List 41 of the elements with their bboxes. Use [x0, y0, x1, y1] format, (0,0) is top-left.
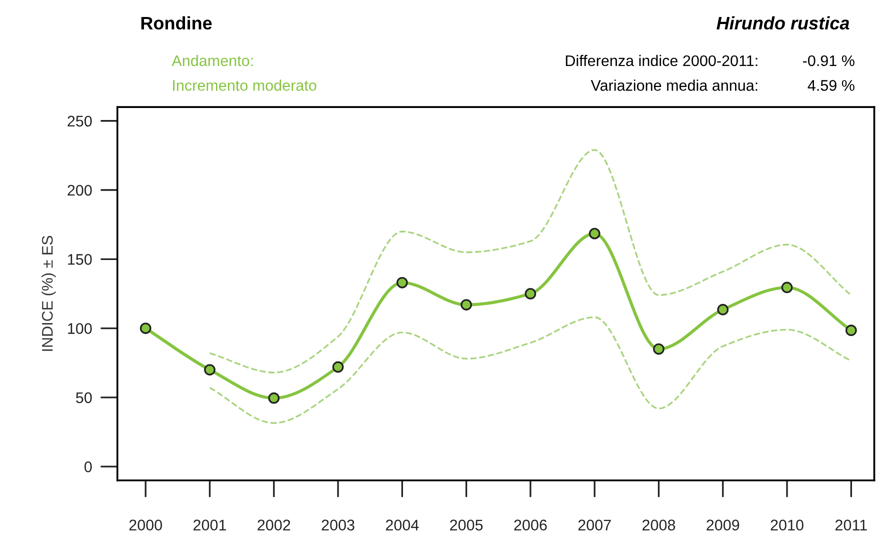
point [524, 288, 536, 300]
point [140, 322, 152, 334]
y-tick-label: 250 [68, 116, 92, 127]
x-tick-label: 2005 [450, 520, 483, 530]
point [717, 304, 729, 316]
y-tick-label: 200 [68, 184, 92, 196]
x-tick-label: 2011 [836, 520, 867, 530]
y-tick-label: 150 [68, 254, 92, 265]
chart-subtitle: Hirundo rustica [716, 16, 850, 30]
chart-title: Rondine [141, 16, 212, 30]
text: 4.59 % [808, 80, 854, 91]
x-tick-label: 2004 [386, 520, 419, 530]
x-tick-label: 2002 [258, 520, 290, 530]
x-tick-label: 2009 [706, 520, 740, 530]
point [332, 361, 344, 373]
point [588, 228, 600, 240]
x-tick-label: 2010 [770, 520, 804, 530]
text: Incremento moderato [173, 80, 316, 91]
point [204, 364, 216, 376]
text: Differenza indice 2000-2011: [566, 54, 758, 66]
y-axis-title: INDICE (%) ± ES [42, 236, 56, 351]
point [653, 343, 664, 355]
point [845, 324, 857, 336]
text: Andamento: [172, 54, 253, 66]
point [781, 282, 793, 294]
x-tick-label: 2007 [578, 520, 611, 530]
point [268, 392, 280, 404]
y-tick-label: 50 [76, 392, 92, 404]
y-tick-label: 0 [84, 461, 92, 472]
line-series [208, 316, 852, 424]
text: -0.91 % [803, 55, 854, 66]
x-tick-label: 2003 [322, 520, 354, 530]
x-tick-label: 2008 [642, 520, 676, 530]
point [460, 299, 472, 310]
y-tick-label: 100 [68, 323, 92, 334]
line-series [208, 149, 852, 374]
x-tick-label: 2006 [514, 520, 547, 530]
x-tick-label: 2000 [129, 520, 162, 530]
x-tick-label: 2001 [194, 520, 226, 530]
point [396, 276, 408, 288]
text: Variazione media annua: [590, 80, 758, 91]
